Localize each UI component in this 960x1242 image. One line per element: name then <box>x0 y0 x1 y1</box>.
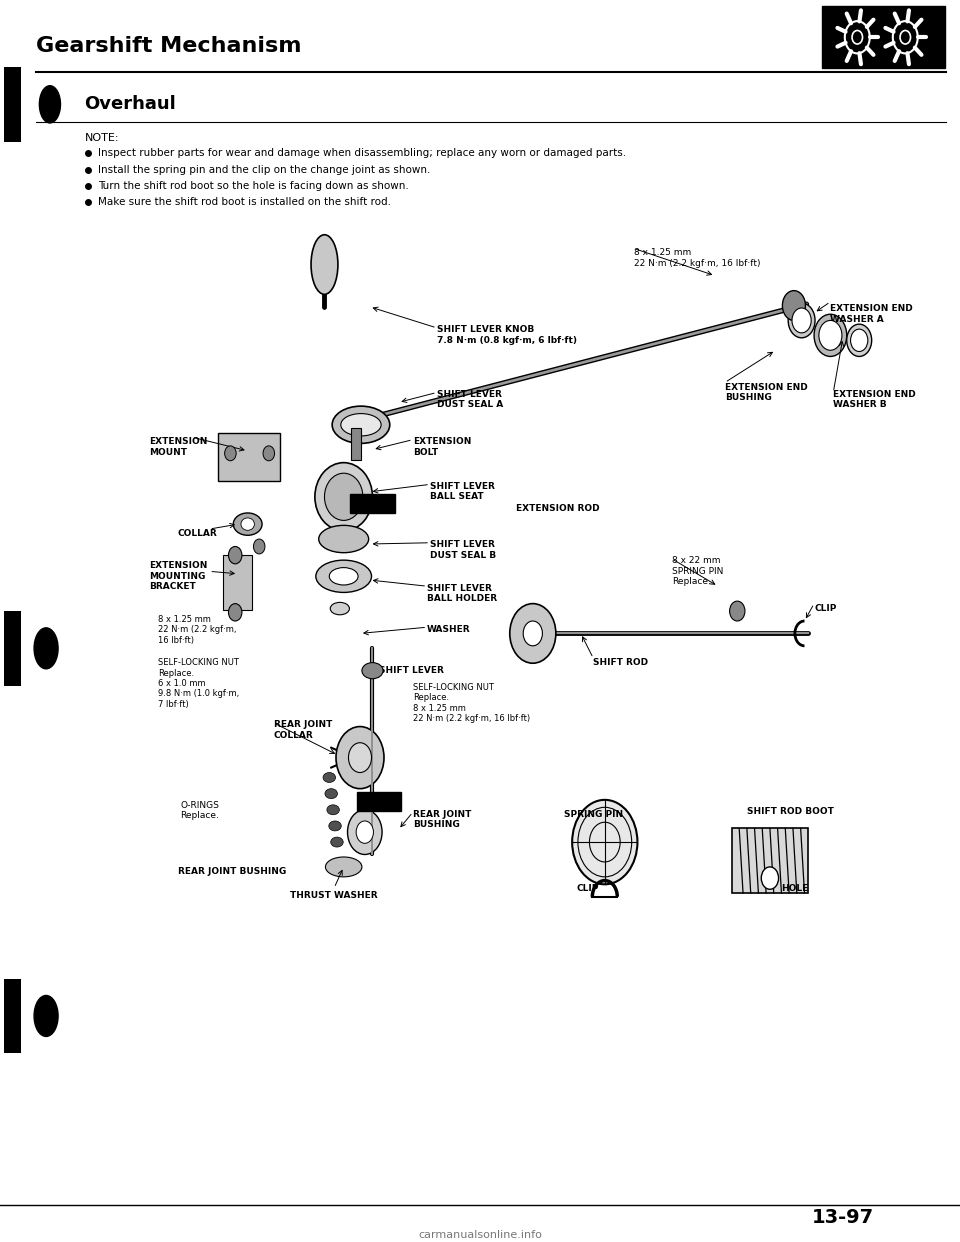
Circle shape <box>900 31 910 43</box>
Text: REAR JOINT BUSHING: REAR JOINT BUSHING <box>178 867 286 876</box>
Text: SHIFT LEVER
BALL SEAT: SHIFT LEVER BALL SEAT <box>430 482 495 502</box>
FancyBboxPatch shape <box>357 792 401 811</box>
Circle shape <box>228 546 242 564</box>
Ellipse shape <box>330 602 349 615</box>
Circle shape <box>263 446 275 461</box>
Text: 13-97: 13-97 <box>812 1207 874 1227</box>
Text: GREASE: GREASE <box>360 502 385 507</box>
Ellipse shape <box>329 568 358 585</box>
Text: SPRING PIN: SPRING PIN <box>564 810 623 818</box>
Ellipse shape <box>241 518 254 530</box>
Ellipse shape <box>325 857 362 877</box>
Text: Install the spring pin and the clip on the change joint as shown.: Install the spring pin and the clip on t… <box>98 165 430 175</box>
Text: EXTENSION END
BUSHING: EXTENSION END BUSHING <box>725 383 807 402</box>
Text: SELF-LOCKING NUT
Replace.
6 x 1.0 mm
9.8 N·m (1.0 kgf·m,
7 lbf·ft): SELF-LOCKING NUT Replace. 6 x 1.0 mm 9.8… <box>158 658 240 709</box>
Text: EXTENSION
BOLT: EXTENSION BOLT <box>413 437 471 457</box>
Text: SHIFT ROD: SHIFT ROD <box>593 658 648 667</box>
FancyBboxPatch shape <box>822 6 945 68</box>
Ellipse shape <box>847 324 872 356</box>
Text: SHIFT LEVER
DUST SEAL B: SHIFT LEVER DUST SEAL B <box>430 540 496 560</box>
Bar <box>4 67 21 142</box>
Ellipse shape <box>39 86 60 123</box>
Ellipse shape <box>324 473 363 520</box>
Text: GREASE: GREASE <box>367 800 392 805</box>
Text: EXTENSION ROD: EXTENSION ROD <box>516 504 600 513</box>
Text: Turn the shift rod boot so the hole is facing down as shown.: Turn the shift rod boot so the hole is f… <box>98 181 409 191</box>
Ellipse shape <box>319 525 369 553</box>
Circle shape <box>228 604 242 621</box>
Text: carmanualsonline.info: carmanualsonline.info <box>418 1230 542 1240</box>
Circle shape <box>523 621 542 646</box>
Ellipse shape <box>330 837 344 847</box>
Bar <box>218 433 280 481</box>
Circle shape <box>348 810 382 854</box>
Circle shape <box>572 800 637 884</box>
Circle shape <box>336 727 384 789</box>
Circle shape <box>761 867 779 889</box>
Ellipse shape <box>328 821 342 831</box>
Text: EXTENSION
MOUNTING
BRACKET: EXTENSION MOUNTING BRACKET <box>149 561 207 591</box>
Circle shape <box>782 291 805 320</box>
Text: O-RINGS
Replace.: O-RINGS Replace. <box>180 801 219 821</box>
Text: Gearshift Mechanism: Gearshift Mechanism <box>36 36 302 56</box>
Ellipse shape <box>315 462 372 532</box>
Text: COLLAR: COLLAR <box>178 529 217 538</box>
Circle shape <box>510 604 556 663</box>
Circle shape <box>253 539 265 554</box>
Bar <box>4 611 21 686</box>
Text: Make sure the shift rod boot is installed on the shift rod.: Make sure the shift rod boot is installe… <box>98 197 391 207</box>
FancyBboxPatch shape <box>350 494 395 513</box>
Ellipse shape <box>326 805 340 815</box>
Ellipse shape <box>316 560 372 592</box>
Text: SHIFT LEVER KNOB
7.8 N·m (0.8 kgf·m, 6 lbf·ft): SHIFT LEVER KNOB 7.8 N·m (0.8 kgf·m, 6 l… <box>437 325 577 345</box>
Text: NOTE:: NOTE: <box>84 133 119 143</box>
Ellipse shape <box>233 513 262 535</box>
Text: Inspect rubber parts for wear and damage when disassembling; replace any worn or: Inspect rubber parts for wear and damage… <box>98 148 626 158</box>
Text: THRUST WASHER: THRUST WASHER <box>290 891 378 899</box>
Ellipse shape <box>311 235 338 294</box>
Ellipse shape <box>323 773 336 782</box>
Ellipse shape <box>362 663 383 678</box>
Ellipse shape <box>814 314 847 356</box>
Ellipse shape <box>788 303 815 338</box>
Text: SHIFT LEVER
DUST SEAL A: SHIFT LEVER DUST SEAL A <box>437 390 503 410</box>
Circle shape <box>852 31 862 43</box>
Bar <box>732 828 808 893</box>
Text: CLIP: CLIP <box>576 884 599 893</box>
Text: REAR JOINT
BUSHING: REAR JOINT BUSHING <box>413 810 471 830</box>
Ellipse shape <box>35 996 58 1036</box>
Circle shape <box>348 743 372 773</box>
Ellipse shape <box>35 628 58 669</box>
Text: SHIFT ROD BOOT: SHIFT ROD BOOT <box>747 807 833 816</box>
Text: CLIP: CLIP <box>814 604 836 612</box>
Bar <box>223 555 252 610</box>
Circle shape <box>356 821 373 843</box>
Ellipse shape <box>341 414 381 436</box>
Text: 8 x 22 mm
SPRING PIN
Replace.: 8 x 22 mm SPRING PIN Replace. <box>672 556 724 586</box>
Ellipse shape <box>324 789 338 799</box>
Bar <box>351 428 361 460</box>
Bar <box>4 979 21 1053</box>
Circle shape <box>819 320 842 350</box>
Circle shape <box>730 601 745 621</box>
Text: EXTENSION END
WASHER B: EXTENSION END WASHER B <box>833 390 916 410</box>
Text: EXTENSION
MOUNT: EXTENSION MOUNT <box>149 437 207 457</box>
Circle shape <box>225 446 236 461</box>
Text: HOLE: HOLE <box>781 884 808 893</box>
Text: SHIFT LEVER: SHIFT LEVER <box>379 666 444 674</box>
Circle shape <box>792 308 811 333</box>
Text: SHIFT LEVER
BALL HOLDER: SHIFT LEVER BALL HOLDER <box>427 584 497 604</box>
Text: WASHER: WASHER <box>427 625 470 633</box>
Circle shape <box>851 329 868 351</box>
Text: Overhaul: Overhaul <box>84 96 177 113</box>
Text: REAR JOINT
COLLAR: REAR JOINT COLLAR <box>274 720 332 740</box>
Text: SELF-LOCKING NUT
Replace.
8 x 1.25 mm
22 N·m (2.2 kgf·m, 16 lbf·ft): SELF-LOCKING NUT Replace. 8 x 1.25 mm 22… <box>413 683 530 723</box>
Ellipse shape <box>332 406 390 443</box>
Text: 8 x 1.25 mm
22 N·m (2.2 kgf·m, 16 lbf·ft): 8 x 1.25 mm 22 N·m (2.2 kgf·m, 16 lbf·ft… <box>634 248 760 268</box>
Text: 8 x 1.25 mm
22 N·m (2.2 kgf·m,
16 lbf·ft): 8 x 1.25 mm 22 N·m (2.2 kgf·m, 16 lbf·ft… <box>158 615 237 645</box>
Text: EXTENSION END
WASHER A: EXTENSION END WASHER A <box>830 304 913 324</box>
